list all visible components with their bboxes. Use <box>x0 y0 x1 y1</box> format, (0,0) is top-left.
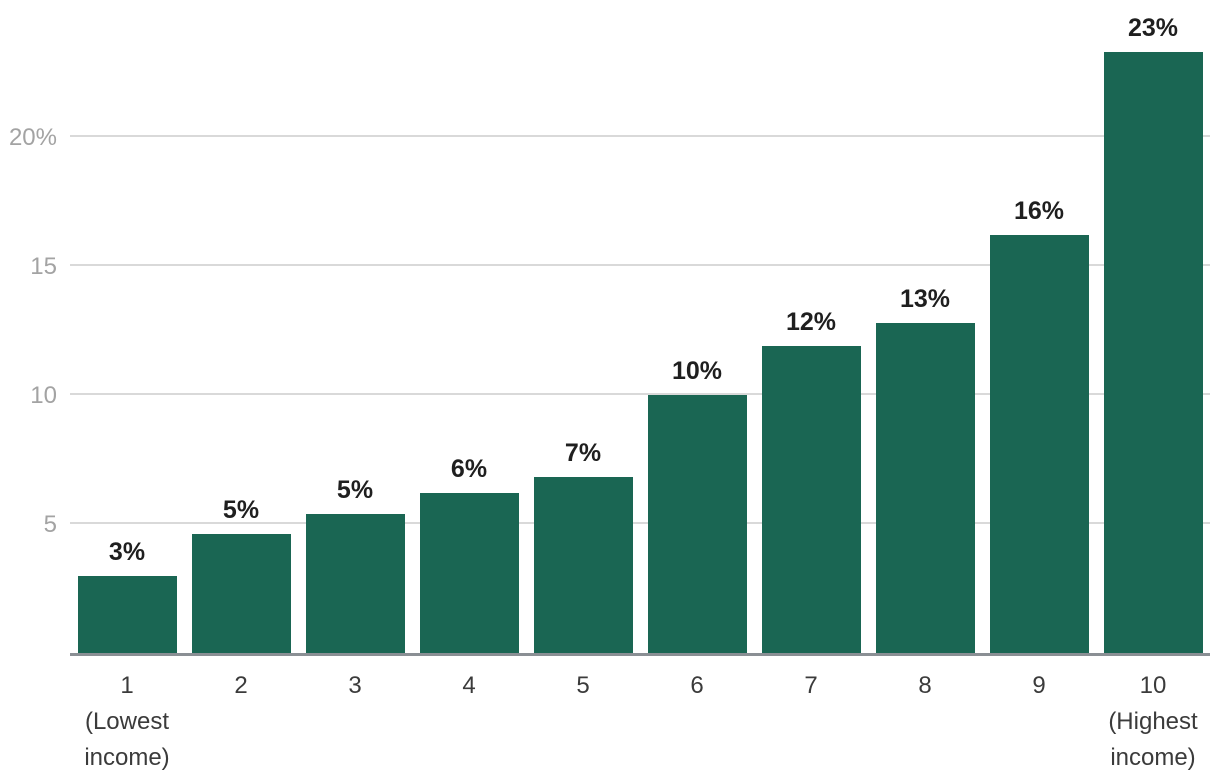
x-tick-number: 3 <box>348 672 362 699</box>
gridline-10 <box>70 393 1210 395</box>
bar-decile-1 <box>77 576 177 653</box>
gridline-15 <box>70 264 1210 266</box>
x-tick-label-9: 9 <box>982 656 1096 776</box>
x-tick-label-8: 8 <box>868 656 982 776</box>
bar-slot: 23% <box>1096 16 1210 653</box>
bar-value-label: 3% <box>108 538 146 566</box>
bar-slot: 13% <box>868 287 982 653</box>
plot-area: 5 10 15 20% 3% 5% 5% 6% 7% 10% 12% 13% 16% 23% <box>9 0 1210 656</box>
bar-value-label: 6% <box>450 455 488 483</box>
x-tick-number: 1 <box>120 672 134 699</box>
bar-slot: 3% <box>70 540 184 653</box>
bar-value-label: 7% <box>564 439 602 467</box>
x-tick-label-7: 7 <box>754 656 868 776</box>
x-tick-number: 7 <box>804 672 818 699</box>
bar-value-label: 5% <box>222 496 260 524</box>
bar-decile-5 <box>533 477 633 653</box>
bar-value-label: 23% <box>1127 14 1179 42</box>
bar-decile-4 <box>419 493 519 653</box>
x-tick-number: 8 <box>918 672 932 699</box>
bar-value-label: 13% <box>899 285 951 313</box>
x-tick-label-10: 10 (Highest income) <box>1096 656 1210 776</box>
y-tick-label: 20% <box>8 124 57 151</box>
bar-slot: 16% <box>982 199 1096 653</box>
y-tick-label: 15 <box>30 253 57 280</box>
x-tick-number: 2 <box>234 672 248 699</box>
bar-decile-9 <box>989 235 1089 653</box>
bar-slot: 5% <box>184 498 298 653</box>
bar-series: 3% 5% 5% 6% 7% 10% 12% 13% 16% 23% <box>70 0 1210 653</box>
bar-value-label: 10% <box>671 357 723 385</box>
x-tick-number: 5 <box>576 672 590 699</box>
gridline-5 <box>70 522 1210 524</box>
x-tick-label-1: 1 (Lowest income) <box>70 656 184 776</box>
bar-decile-3 <box>305 514 405 653</box>
bar-slot: 6% <box>412 457 526 653</box>
bar-decile-10 <box>1103 52 1203 653</box>
bar-slot: 10% <box>640 359 754 653</box>
x-tick-number: 4 <box>462 672 476 699</box>
bar-value-label: 12% <box>785 308 837 336</box>
bar-value-label: 5% <box>336 476 374 504</box>
bar-decile-2 <box>191 534 291 653</box>
bar-decile-7 <box>761 346 861 653</box>
y-tick-label: 10 <box>30 382 57 409</box>
bar-slot: 7% <box>526 441 640 653</box>
x-tick-number: 9 <box>1032 672 1046 699</box>
y-tick-label: 5 <box>43 511 57 538</box>
x-tick-sublabel: (Highest income) <box>1108 708 1198 771</box>
bar-value-label: 16% <box>1013 197 1065 225</box>
bar-slot: 12% <box>754 310 868 653</box>
x-tick-number: 10 <box>1139 672 1167 699</box>
bar-decile-8 <box>875 323 975 653</box>
x-axis-labels: 1 (Lowest income) 2 3 4 5 6 7 8 9 10 (Highest incom… <box>70 656 1210 776</box>
bar-decile-6 <box>647 395 747 653</box>
x-tick-label-6: 6 <box>640 656 754 776</box>
x-tick-label-3: 3 <box>298 656 412 776</box>
bar-slot: 5% <box>298 478 412 653</box>
x-tick-number: 6 <box>690 672 704 699</box>
x-tick-label-2: 2 <box>184 656 298 776</box>
gridline-20 <box>70 135 1210 137</box>
x-tick-label-4: 4 <box>412 656 526 776</box>
x-tick-sublabel: (Lowest income) <box>84 708 170 771</box>
x-tick-label-5: 5 <box>526 656 640 776</box>
